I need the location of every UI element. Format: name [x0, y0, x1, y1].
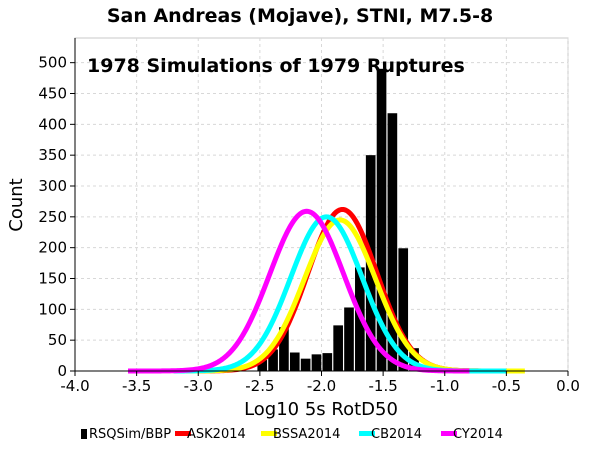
legend-label-bssa2014: BSSA2014: [273, 427, 340, 442]
x-tick-label-7: -0.5: [492, 377, 521, 395]
histogram-bar-4: [300, 358, 311, 371]
x-axis-label: Log10 5s RotD50: [244, 399, 398, 420]
y-tick-label-4: 200: [38, 239, 67, 257]
histogram-bar-6: [322, 353, 333, 371]
x-tick-label-8: 0.0: [556, 377, 580, 395]
chart-title: San Andreas (Mojave), STNI, M7.5-8: [107, 5, 493, 27]
legend-label-cb2014: CB2014: [371, 427, 422, 442]
y-tick-label-3: 150: [38, 270, 67, 288]
x-tick-label-4: -2.0: [307, 377, 336, 395]
y-tick-label-10: 500: [38, 54, 67, 72]
histogram-bar-7: [333, 325, 343, 371]
y-tick-label-8: 400: [38, 115, 67, 133]
y-tick-label-0: 0: [57, 362, 67, 380]
legend-label-rsqsim-bbp: RSQSim/BBP: [89, 427, 171, 442]
y-tick-label-7: 350: [38, 146, 67, 164]
chart-annotation: 1978 Simulations of 1979 Ruptures: [87, 55, 465, 77]
legend-label-ask2014: ASK2014: [187, 427, 246, 442]
legend: RSQSim/BBP ASK2014 BSSA2014 CB2014 CY2014: [81, 427, 503, 442]
histogram-bar-3: [289, 352, 300, 371]
histogram-bar-2: [279, 327, 289, 371]
histogram-bar-5: [311, 354, 322, 371]
y-tick-label-2: 100: [38, 300, 67, 318]
x-tick-label-6: -1.0: [430, 377, 459, 395]
legend-swatch-ask2014: [175, 431, 191, 436]
y-axis-label: Count: [6, 178, 27, 231]
histogram-bar-13: [398, 248, 409, 371]
legend-swatch-bssa2014: [261, 431, 277, 436]
legend-swatch-cy2014: [441, 431, 457, 436]
x-tick-label-3: -2.5: [245, 377, 274, 395]
histogram-bar-11: [376, 68, 387, 371]
histogram-bar-1: [268, 349, 278, 371]
histogram-bar-8: [344, 307, 354, 371]
x-tick-label-2: -3.0: [184, 377, 213, 395]
x-tick-label-0: -4.0: [60, 377, 89, 395]
y-axis-ticks: 0 50 100 150 200 250 300 350 400 450 500: [38, 54, 75, 380]
legend-swatch-rsqsim-bbp: [81, 429, 87, 439]
legend-swatch-cb2014: [359, 431, 375, 436]
x-tick-label-5: -1.5: [368, 377, 397, 395]
histogram-bar-12: [387, 113, 398, 371]
y-tick-label-5: 250: [38, 208, 67, 226]
legend-label-cy2014: CY2014: [453, 427, 503, 442]
histogram-bar-14: [409, 348, 419, 371]
x-axis-ticks: -4.0 -3.5 -3.0 -2.5 -2.0 -1.5 -1.0 -0.5 0.0: [60, 371, 580, 395]
x-tick-label-1: -3.5: [122, 377, 151, 395]
y-tick-label-6: 300: [38, 177, 67, 195]
y-tick-label-1: 50: [48, 331, 67, 349]
histogram-bar-0: [257, 359, 268, 371]
y-tick-label-9: 450: [38, 85, 67, 103]
curve-cy2014: [127, 208, 471, 374]
